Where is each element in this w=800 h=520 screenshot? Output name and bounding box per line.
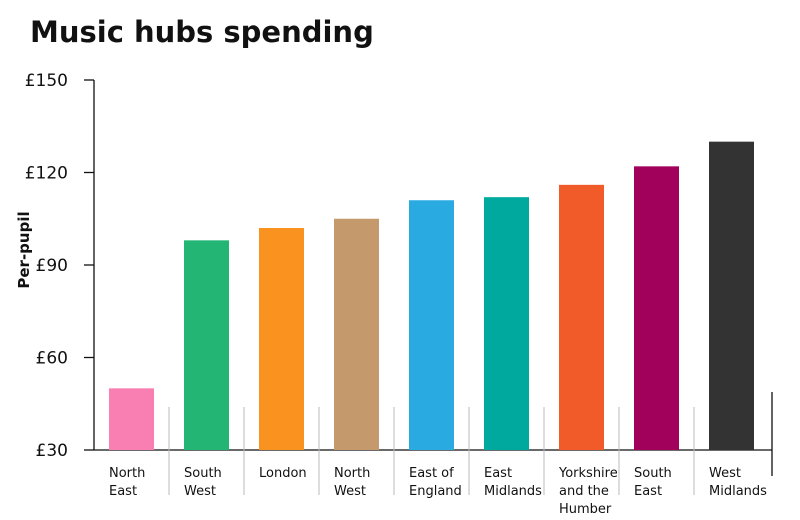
y-tick-label: £120 — [25, 164, 68, 184]
x-tick-label: South — [184, 466, 222, 481]
bars — [109, 141, 754, 451]
x-tick-label: England — [409, 484, 462, 499]
y-axis-label: Per-pupil — [15, 211, 33, 288]
bar — [334, 218, 379, 450]
y-tick-label: £90 — [36, 256, 68, 276]
y-ticks: £30 £60 £90 £120 £150 — [25, 71, 94, 461]
x-tick-label: Yorkshire — [558, 466, 618, 481]
x-tick-label: North — [334, 466, 370, 481]
x-tick-label: East — [484, 466, 512, 481]
bar — [634, 166, 679, 451]
x-tick-label: Humber — [559, 502, 612, 517]
x-ticks: North East South West London North West East of… — [109, 407, 767, 517]
bar — [184, 240, 229, 450]
chart-title: Music hubs spending — [30, 15, 374, 49]
x-tick-label: East — [634, 484, 662, 499]
bar — [484, 197, 529, 450]
x-tick-label: East — [109, 484, 137, 499]
x-tick-label: West — [184, 484, 216, 499]
x-tick-label: North — [109, 466, 145, 481]
bar — [709, 141, 754, 450]
bar — [109, 388, 154, 450]
x-tick-label: East of — [409, 466, 454, 481]
x-tick-label: Midlands — [709, 484, 767, 499]
x-tick-label: and the — [559, 484, 609, 499]
bar — [559, 184, 604, 451]
y-tick-label: £60 — [36, 349, 68, 369]
x-tick-label: West — [709, 466, 741, 481]
y-tick-label: £30 — [36, 441, 68, 461]
x-tick-label: West — [334, 484, 366, 499]
x-tick-label: London — [259, 466, 307, 481]
bar — [259, 228, 304, 450]
y-tick-label: £150 — [25, 71, 68, 91]
x-tick-label: Midlands — [484, 484, 542, 499]
x-tick-label: South — [634, 466, 672, 481]
bar — [409, 200, 454, 450]
